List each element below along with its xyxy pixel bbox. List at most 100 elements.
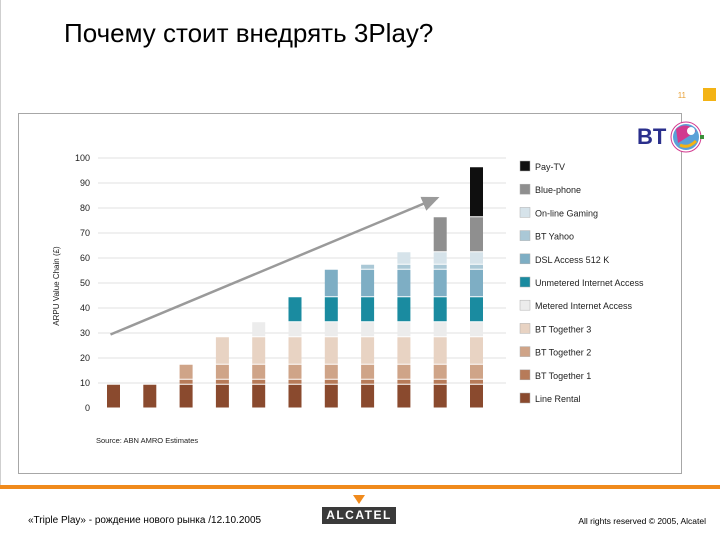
legend-swatch: [519, 160, 531, 172]
bar-segment: [288, 364, 302, 379]
bar-segment: [470, 337, 483, 364]
bar-segment: [215, 364, 229, 379]
legend-label: On-line Gaming: [535, 208, 598, 218]
arpu-stacked-bar-chart: 0 10 20 30 40 50 60 70 80 90 100 Pay-TV Blue-phone O…: [52, 153, 644, 445]
y-tick-label: 70: [80, 228, 90, 238]
bar-segment: [361, 379, 375, 384]
bar-segment: [179, 364, 193, 379]
bar-segment: [397, 252, 411, 264]
legend-swatch: [519, 392, 531, 404]
bar-segment: [470, 322, 483, 337]
bar-segment: [215, 384, 229, 408]
bar-segment: [470, 217, 483, 252]
bar-segment: [433, 269, 447, 297]
legend-swatch: [519, 207, 531, 218]
bar-segment: [252, 379, 266, 384]
bar-segment: [288, 297, 302, 322]
bar-segment: [288, 379, 302, 384]
bar-segment: [433, 364, 447, 379]
bar-segment: [324, 322, 338, 337]
bar-segment: [288, 337, 302, 364]
bar-segment: [470, 252, 483, 264]
legend-swatch: [519, 230, 531, 241]
bar-segment: [470, 384, 483, 408]
chart-y-axis-label: ARPU Value Chain (£): [52, 246, 61, 326]
bar-segment: [361, 322, 375, 337]
trend-arrow: [110, 196, 440, 336]
y-tick-label: 100: [75, 153, 90, 163]
legend-label: BT Together 3: [535, 324, 591, 334]
left-edge-rule: [0, 0, 1, 485]
legend-label: Pay-TV: [535, 162, 565, 172]
chart-y-axis: 0 10 20 30 40 50 60 70 80 90 100: [75, 153, 90, 413]
bar-segment: [433, 384, 447, 408]
bar-segment: [433, 252, 447, 264]
bar-segment: [397, 364, 411, 379]
legend-label: Metered Internet Access: [535, 301, 633, 311]
bar-segment: [397, 322, 411, 337]
bar-segment: [252, 322, 266, 337]
y-tick-label: 30: [80, 328, 90, 338]
bar-segment: [324, 269, 338, 297]
y-tick-label: 90: [80, 178, 90, 188]
bar-segment: [433, 297, 447, 322]
y-tick-label: 60: [80, 253, 90, 263]
bar-segment: [361, 269, 375, 297]
bar-segment: [215, 379, 229, 384]
orange-square-icon: [703, 88, 716, 101]
bar-segment: [470, 167, 483, 217]
legend-swatch: [519, 323, 531, 334]
bar-segment: [433, 217, 447, 252]
bar-segment: [397, 269, 411, 297]
bt-logo-text: BT: [637, 124, 667, 149]
bar-segment: [361, 264, 375, 269]
y-tick-label: 80: [80, 203, 90, 213]
y-tick-label: 10: [80, 378, 90, 388]
legend-label: BT Yahoo: [535, 232, 574, 242]
y-tick-label: 0: [85, 403, 90, 413]
bar-segment: [324, 379, 338, 384]
bar-segment: [433, 337, 447, 364]
chart-trend-arrow: [110, 196, 440, 336]
bar-segment: [470, 269, 483, 297]
bar-segment: [361, 364, 375, 379]
bar-segment: [324, 337, 338, 364]
bar-segment: [324, 364, 338, 379]
bar-segment: [252, 337, 266, 364]
bar-segment: [397, 264, 411, 269]
bar-segment: [470, 379, 483, 384]
legend-label: DSL Access 512 K: [535, 255, 609, 265]
bar-segment: [470, 264, 483, 269]
slide-title: Почему стоит внедрять 3Play?: [64, 18, 434, 48]
bar-segment: [361, 384, 375, 408]
bar-segment: [397, 379, 411, 384]
bar-segment: [397, 337, 411, 364]
chart-frame: [18, 113, 682, 474]
bar-segment: [288, 384, 302, 408]
legend-label: Line Rental: [535, 394, 581, 404]
bar-segment: [252, 384, 266, 408]
bar-segment: [179, 379, 193, 384]
bar-segment: [252, 364, 266, 379]
bar-segment: [143, 384, 157, 408]
legend-label: BT Together 1: [535, 371, 591, 381]
bt-logo-icon: BT: [637, 121, 704, 153]
chart-bars: [107, 167, 483, 408]
bar-segment: [397, 384, 411, 408]
y-tick-label: 20: [80, 353, 90, 363]
legend-swatch: [519, 346, 531, 357]
bar-segment: [433, 264, 447, 269]
legend-label: Unmetered Internet Access: [535, 278, 644, 288]
bar-segment: [470, 364, 483, 379]
bar-segment: [470, 297, 483, 322]
footer-accent-bar: [0, 485, 720, 489]
legend-label: Blue-phone: [535, 185, 581, 195]
legend-label: BT Together 2: [535, 348, 591, 358]
y-tick-label: 40: [80, 303, 90, 313]
legend-swatch: [519, 299, 531, 311]
bar-segment: [433, 379, 447, 384]
alcatel-triangle-icon: [353, 495, 365, 504]
chart-source-note: Source: ABN AMRO Estimates: [96, 436, 198, 445]
bar-segment: [324, 384, 338, 408]
bar-segment: [324, 297, 338, 322]
